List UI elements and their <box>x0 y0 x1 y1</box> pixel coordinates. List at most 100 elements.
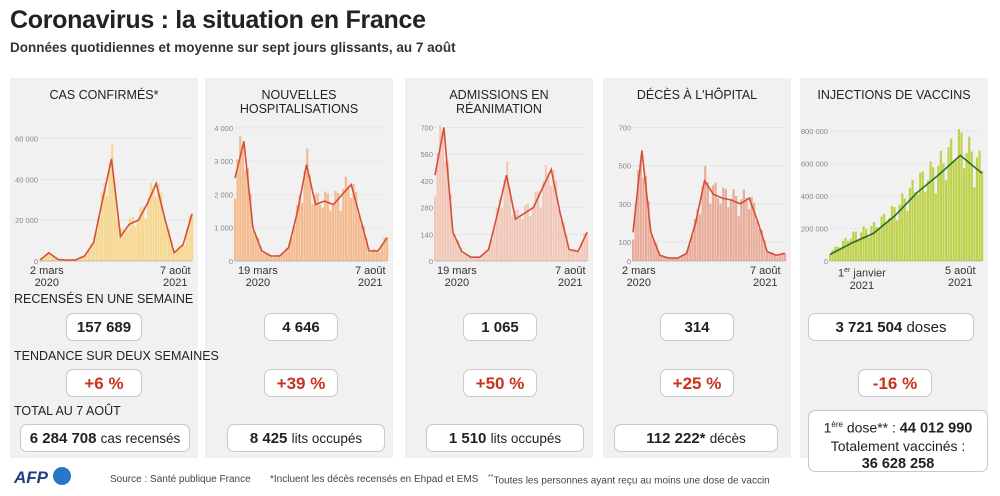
data-bar <box>311 204 314 261</box>
data-bar <box>578 251 581 261</box>
first-dose-sup: ère <box>831 420 843 429</box>
total-value: 8 425 lits occupés <box>227 424 385 452</box>
data-bar <box>924 191 927 261</box>
data-bar <box>829 254 832 261</box>
data-bar <box>534 191 537 261</box>
data-bar <box>575 250 578 261</box>
data-bar <box>272 257 275 261</box>
data-bar <box>105 195 109 261</box>
data-bar <box>326 193 329 261</box>
x-start-year: 2020 <box>245 277 271 289</box>
footnote-marker: ** <box>488 474 494 481</box>
trend-number: +39 % <box>276 374 326 393</box>
series-line <box>829 154 983 256</box>
data-bar <box>285 247 288 261</box>
data-bar <box>683 253 686 261</box>
panel-reanimation: ADMISSIONS EN RÉANIMATION 0 140 280 420 560 7… <box>405 78 593 458</box>
data-bar <box>675 257 678 261</box>
data-bar <box>632 239 635 261</box>
x-end-label: 7 août 2021 <box>555 265 586 289</box>
data-bar <box>521 219 524 261</box>
data-bar <box>778 253 782 261</box>
data-bar <box>747 209 751 261</box>
page-subtitle: Données quotidiennes et moyenne sur sept… <box>10 40 456 55</box>
data-bar <box>673 257 676 261</box>
data-bar <box>183 245 186 261</box>
data-bar <box>380 244 384 261</box>
data-bar <box>724 189 727 261</box>
data-bar <box>116 219 119 261</box>
data-bar <box>970 151 973 261</box>
x-end-date: 7 août <box>750 265 781 277</box>
data-bar <box>857 238 860 261</box>
y-tick-label: 3 000 <box>214 157 233 166</box>
weekly-value: 157 689 <box>66 313 142 341</box>
data-bar <box>386 237 389 261</box>
y-tick-label: 300 <box>618 200 631 209</box>
data-bar <box>347 185 350 261</box>
data-bar <box>462 253 465 261</box>
data-bar <box>634 204 637 261</box>
data-bar <box>454 239 457 261</box>
data-bar <box>319 204 322 261</box>
data-bar <box>80 257 83 261</box>
data-bar <box>306 148 309 261</box>
footnote-vaccine: **Toutes les personnes ayant reçu au moi… <box>488 474 770 486</box>
x-start-year: 2020 <box>34 277 60 289</box>
data-bar <box>282 253 286 261</box>
data-bar <box>890 205 894 261</box>
data-bar <box>942 163 945 261</box>
data-bar <box>531 208 535 261</box>
data-bar <box>750 196 753 261</box>
data-bar <box>859 232 863 261</box>
data-bar <box>329 210 332 261</box>
data-bar <box>290 237 293 261</box>
data-bar <box>111 144 114 261</box>
data-bar <box>295 205 299 261</box>
data-bar <box>334 190 337 261</box>
x-end-date: 7 août <box>355 265 386 277</box>
y-tick-label: 0 <box>229 257 233 266</box>
data-bar <box>740 199 743 261</box>
trend-value: -16 % <box>858 369 932 397</box>
vaccines-chart: 0 200 000 400 000 600 000 800 000 <box>801 127 984 266</box>
x-end-year: 2021 <box>558 277 583 289</box>
data-bar <box>54 256 57 261</box>
data-bar <box>436 152 439 261</box>
data-bar <box>298 194 301 261</box>
data-bar <box>339 210 342 261</box>
data-bar <box>937 165 940 261</box>
data-bar <box>670 258 673 261</box>
data-bar <box>324 191 327 261</box>
data-bar <box>160 192 163 261</box>
data-bar <box>888 218 891 261</box>
footer: AFP Source : Santé publique France *Incl… <box>0 462 1000 496</box>
data-bar <box>735 196 738 261</box>
row-label-weekly: RECENSÉS EN UNE SEMAINE <box>14 292 194 306</box>
data-bar <box>870 226 873 261</box>
y-tick-label: 420 <box>420 177 433 186</box>
first-dose-line: 1ère dose** : 44 012 990 <box>809 416 987 438</box>
total-number: 112 222* <box>646 430 706 447</box>
x-start-date: 2 mars <box>622 265 656 277</box>
data-bar <box>901 193 904 261</box>
data-bar <box>249 194 252 261</box>
data-bar <box>737 216 740 261</box>
data-bar <box>337 192 340 261</box>
data-bar <box>895 220 899 261</box>
x-start-label: 19 mars 2020 <box>437 265 477 289</box>
data-bar <box>570 249 573 261</box>
data-bar <box>342 188 345 261</box>
data-bar <box>565 235 568 261</box>
data-bar <box>647 201 650 261</box>
data-bar <box>729 200 733 261</box>
data-bar <box>957 129 961 261</box>
x-end-year: 2021 <box>163 277 188 289</box>
data-bar <box>844 237 847 261</box>
data-bar <box>768 252 771 261</box>
data-bar <box>960 132 963 261</box>
data-bar <box>108 163 111 261</box>
data-bar <box>880 216 883 261</box>
data-bar <box>854 231 857 261</box>
data-bar <box>480 255 483 261</box>
